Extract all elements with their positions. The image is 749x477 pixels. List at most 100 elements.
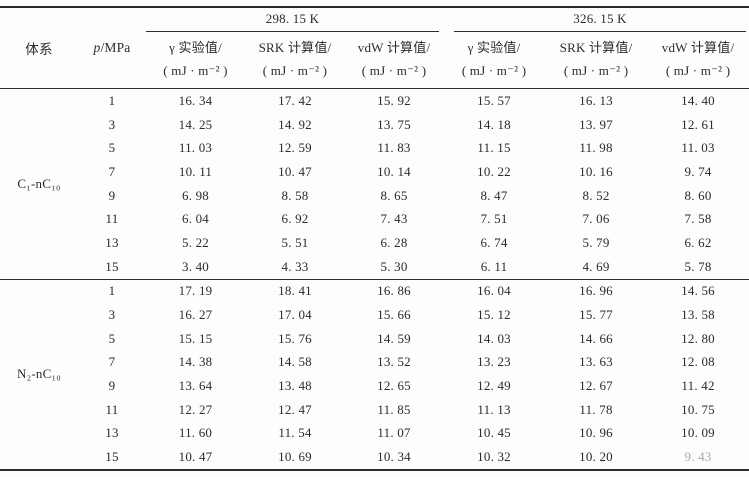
value-cell: 11. 03 — [178, 140, 213, 156]
value-cell: 7. 51 — [480, 211, 508, 227]
value-cell: 7. 43 — [380, 211, 408, 227]
temp-label-326: 326. 15 K — [454, 11, 747, 32]
value-cell: 17. 42 — [278, 92, 312, 108]
table-row: 15 3. 40 4. 33 5. 30 6. 11 4. 69 5. 78 — [0, 255, 749, 279]
temp-label-298: 298. 15 K — [146, 11, 440, 32]
value-cell: 12. 65 — [377, 378, 411, 394]
pressure-cell: 9 — [108, 378, 116, 394]
value-cell: 12. 08 — [681, 354, 715, 370]
value-cell: 11. 13 — [477, 401, 511, 417]
pressure-cell: 5 — [108, 140, 116, 156]
value-cell: 6. 92 — [281, 211, 309, 227]
value-cell: 13. 23 — [477, 354, 511, 370]
data-table: 体系 p/MPa 298. 15 K 326. 15 K γ 实验值/ ( mJ… — [0, 6, 749, 471]
pressure-cell: 3 — [108, 116, 116, 132]
value-cell: 13. 48 — [278, 378, 312, 394]
value-cell: 10. 16 — [579, 163, 613, 179]
value-cell: 11. 54 — [278, 425, 312, 441]
value-cell: 8. 65 — [380, 187, 408, 203]
value-cell: 14. 66 — [579, 330, 613, 346]
table-header: 体系 p/MPa 298. 15 K 326. 15 K γ 实验值/ ( mJ… — [0, 7, 749, 89]
value-cell: 13. 58 — [681, 307, 715, 323]
table-row: N₂-nC₁₀ 1 17. 19 18. 41 16. 86 16. 04 16. 96 14… — [0, 279, 749, 381]
value-cell: 18. 41 — [278, 283, 312, 299]
pressure-cell: 3 — [108, 307, 116, 323]
value-cell: 10. 47 — [178, 449, 213, 465]
value-cell: 12. 67 — [579, 378, 613, 394]
pressure-unit: /MPa — [100, 40, 131, 55]
col-header-srk-326: SRK 计算值/ ( mJ · m⁻² ) — [559, 40, 633, 78]
value-cell: 11. 15 — [477, 140, 511, 156]
temperature-header-row: 体系 p/MPa 298. 15 K 326. 15 K — [0, 7, 749, 57]
col-header-system: 体系 — [0, 7, 78, 89]
value-cell: 16. 86 — [377, 283, 411, 299]
col-header-gamma-exp-326: γ 实验值/ ( mJ · m⁻² ) — [461, 40, 527, 78]
table-row: C₁-nC₁₀ 1 16. 34 17. 42 15. 92 15. 57 16. 13 14… — [0, 89, 749, 191]
temp-group-326: 326. 15 K — [443, 7, 749, 32]
value-cell: 12. 27 — [178, 401, 213, 417]
col-header-vdw-298: vdW 计算值/ ( mJ · m⁻² ) — [357, 40, 431, 78]
value-cell: 10. 22 — [477, 163, 511, 179]
value-cell: 14. 56 — [681, 283, 715, 299]
value-cell: 11. 60 — [178, 425, 213, 441]
value-cell: 4. 69 — [582, 258, 610, 274]
value-cell: 11. 78 — [579, 401, 613, 417]
table-row: 11 12. 27 12. 47 11. 85 11. 13 11. 78 10. 75 — [0, 398, 749, 422]
value-cell: 5. 22 — [182, 234, 209, 250]
value-cell: 5. 30 — [380, 258, 408, 274]
value-cell: 16. 27 — [178, 307, 213, 323]
value-cell: 13. 97 — [579, 116, 613, 132]
value-cell: 13. 52 — [377, 354, 411, 370]
value-cell: 17. 19 — [178, 283, 213, 299]
value-cell: 11. 07 — [377, 425, 411, 441]
col-header-pressure: p/MPa — [78, 7, 146, 89]
value-cell: 15. 77 — [579, 307, 613, 323]
pressure-cell: 11 — [105, 401, 119, 417]
table-row: 13 5. 22 5. 51 6. 28 6. 74 5. 79 6. 62 — [0, 231, 749, 255]
value-cell: 11. 83 — [377, 140, 411, 156]
pressure-cell: 1 — [108, 283, 116, 299]
value-cell: 13. 75 — [377, 116, 411, 132]
value-cell: 5. 79 — [582, 234, 610, 250]
value-cell: 10. 32 — [477, 449, 511, 465]
value-cell: 15. 12 — [477, 307, 511, 323]
value-cell: 11. 42 — [681, 378, 715, 394]
value-cell: 13. 64 — [178, 378, 213, 394]
pressure-cell: 1 — [108, 92, 116, 108]
value-cell: 14. 40 — [681, 92, 715, 108]
pressure-cell: 13 — [105, 425, 119, 441]
value-cell: 5. 51 — [281, 234, 309, 250]
value-cell: 14. 25 — [178, 116, 213, 132]
value-cell: 6. 98 — [182, 187, 209, 203]
value-cell: 6. 11 — [480, 258, 508, 274]
value-cell: 10. 20 — [579, 449, 613, 465]
group-body-1: N₂-nC₁₀ 1 17. 19 18. 41 16. 86 16. 04 16. 96 14… — [0, 279, 749, 470]
value-cell: 4. 33 — [281, 258, 309, 274]
value-cell: 9. 74 — [684, 163, 712, 179]
value-cell: 12. 80 — [681, 330, 715, 346]
value-cell: 12. 59 — [278, 140, 312, 156]
table-row: 9 6. 98 8. 58 8. 65 8. 47 8. 52 8. 60 — [0, 184, 749, 208]
temp-group-298: 298. 15 K — [146, 7, 443, 32]
value-cell: 14. 92 — [278, 116, 312, 132]
pressure-cell: 9 — [108, 187, 116, 203]
value-cell: 11. 85 — [377, 401, 411, 417]
value-cell: 14. 03 — [477, 330, 511, 346]
value-cell: 16. 04 — [477, 283, 511, 299]
value-cell: 3. 40 — [182, 258, 209, 274]
pressure-cell: 15 — [105, 258, 119, 274]
system-label: N₂-nC₁₀ — [17, 366, 61, 382]
table-row: 11 6. 04 6. 92 7. 43 7. 51 7. 06 7. 58 — [0, 207, 749, 231]
pressure-cell: 7 — [108, 354, 116, 370]
col-header-srk-298: SRK 计算值/ ( mJ · m⁻² ) — [258, 40, 332, 78]
col-header-vdw-326: vdW 计算值/ ( mJ · m⁻² ) — [661, 40, 735, 78]
value-cell: 10. 09 — [681, 425, 715, 441]
table-row: 7 10. 11 10. 47 10. 14 10. 22 10. 16 9. 74 — [0, 160, 749, 184]
pressure-cell: 13 — [105, 234, 119, 250]
system-label: C₁-nC₁₀ — [17, 175, 61, 191]
value-cell: 15. 92 — [377, 92, 411, 108]
value-cell: 16. 13 — [579, 92, 613, 108]
value-cell: 10. 11 — [178, 163, 213, 179]
value-cell: 14. 58 — [278, 354, 312, 370]
